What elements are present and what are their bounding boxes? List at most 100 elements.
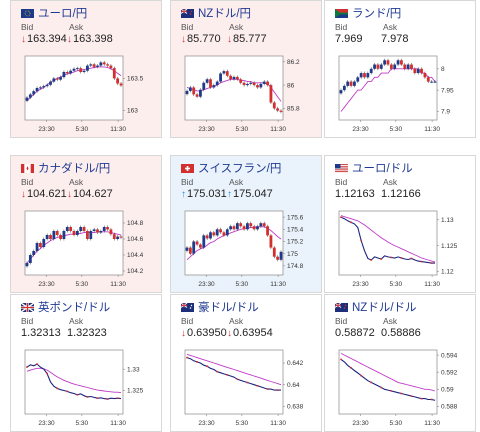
candle xyxy=(266,226,269,236)
flag-ca-icon xyxy=(21,163,34,173)
rate-card-zar-jpy[interactable]: ランド/円 Bid Ask 7.969 7.978 8 7.95 7.9 23:30 5:30 11… xyxy=(324,0,476,138)
candle xyxy=(389,64,393,69)
y-tick-label: 1.12 xyxy=(441,269,454,276)
ask-price: ↓ 0.63954 xyxy=(227,327,273,339)
ask-value: 104.627 xyxy=(73,188,113,200)
candle xyxy=(75,68,79,70)
x-tick-label: 23:30 xyxy=(352,126,369,133)
price-chart[interactable]: 8 7.95 7.9 23:30 5:30 11:30 xyxy=(335,52,465,134)
flag-us-icon xyxy=(335,163,348,173)
candle xyxy=(96,65,99,67)
candle xyxy=(276,108,280,111)
price-point xyxy=(390,390,393,392)
candle xyxy=(45,84,49,87)
candle xyxy=(69,227,73,231)
price-chart[interactable]: 104.8 104.6 104.4 104.2 23:30 5:30 11:30 xyxy=(21,207,151,289)
x-tick-label: 5:30 xyxy=(390,281,403,288)
x-tick-label: 23:30 xyxy=(198,126,215,133)
candle xyxy=(423,73,427,78)
price-chart[interactable]: 0.594 0.592 0.59 0.588 23:30 5:30 11:30 xyxy=(335,346,465,428)
x-tick-label: 5:30 xyxy=(236,126,249,133)
price-point xyxy=(360,374,362,377)
pair-title[interactable]: NZドル/ドル xyxy=(334,299,417,315)
price-chart[interactable]: 1.13 1.125 1.12 23:30 5:30 11:30 xyxy=(335,207,465,289)
candle xyxy=(32,251,36,255)
pair-title[interactable]: 豪ドル/ドル xyxy=(180,299,259,315)
candle xyxy=(49,235,52,239)
bid-price: ↓ 104.621 xyxy=(21,188,67,200)
candle xyxy=(205,235,209,239)
y-tick-label: 0.594 xyxy=(441,352,458,359)
price-chart[interactable]: 163.5 163 23:30 5:30 11:30 xyxy=(21,52,151,134)
rate-card-eur-usd[interactable]: ユーロ/ドル Bid Ask 1.12163 1.12166 1.13 1.125 1.12 2… xyxy=(324,155,476,293)
candle xyxy=(86,231,89,239)
candle xyxy=(215,81,219,86)
price-chart[interactable]: 1.33 1.325 23:30 5:30 11:30 xyxy=(21,346,151,428)
price-point xyxy=(186,356,188,359)
arrow-down-icon: ↓ xyxy=(227,327,232,339)
bid-value: 0.58872 xyxy=(335,327,375,339)
rate-card-aud-usd[interactable]: 豪ドル/ドル Bid Ask ↓ 0.63950 ↓ 0.63954 0.642 0.64 0.6… xyxy=(170,294,322,432)
price-point xyxy=(46,372,48,375)
candle xyxy=(272,102,276,109)
price-point xyxy=(370,259,373,261)
ask-label: Ask xyxy=(229,316,244,326)
rate-card-nzd-jpy[interactable]: NZドル/円 Bid Ask ↓ 85.770 ↓ 85.777 86.2 86 85.8 23:3… xyxy=(170,0,322,138)
rate-card-nzd-usd[interactable]: NZドル/ドル Bid Ask 0.58872 0.58886 0.594 0.592 0.5… xyxy=(324,294,476,432)
pair-title[interactable]: ユーロ/円 xyxy=(21,5,87,21)
candle xyxy=(75,231,79,235)
candle xyxy=(266,81,269,86)
x-tick-label: 11:30 xyxy=(424,126,440,133)
rate-card-cad-jpy[interactable]: カナダドル/円 Bid Ask ↓ 104.621 ↓ 104.627 104.8 104.6 1… xyxy=(10,155,162,293)
bid-price: 0.58872 xyxy=(335,327,375,339)
arrow-down-icon: ↓ xyxy=(181,327,186,339)
y-tick-label: 104.8 xyxy=(127,220,144,227)
chart-svg: 175.6 175.4 175.2 175 174.8 23:30 5:30 11:30 xyxy=(184,210,304,288)
pair-title[interactable]: ユーロ/ドル xyxy=(335,160,413,176)
candle xyxy=(222,232,226,236)
pair-name: カナダドル/円 xyxy=(38,163,111,175)
candle xyxy=(246,223,249,230)
candle xyxy=(112,68,116,79)
candle xyxy=(109,229,113,235)
candle xyxy=(96,229,99,233)
x-tick-label: 5:30 xyxy=(236,420,249,427)
candle xyxy=(119,236,123,238)
price-chart[interactable]: 175.6 175.4 175.2 175 174.8 23:30 5:30 11:30 xyxy=(181,207,311,289)
candle xyxy=(82,227,86,231)
moving-average-line xyxy=(340,352,436,392)
price-point xyxy=(266,388,269,390)
price-chart[interactable]: 0.642 0.64 0.638 23:30 5:30 11:30 xyxy=(181,346,311,428)
rate-card-chf-jpy[interactable]: スイスフラン/円 Bid Ask ↑ 175.031 ↑ 175.047 175.6 175.4… xyxy=(170,155,322,293)
pair-title[interactable]: スイスフラン/円 xyxy=(181,160,281,176)
arrow-up-icon: ↑ xyxy=(227,188,232,200)
candle xyxy=(212,85,216,88)
candle xyxy=(363,73,366,78)
ask-price: 7.978 xyxy=(381,33,409,45)
plot-area xyxy=(24,349,124,415)
candle xyxy=(52,231,56,239)
chart-svg: 104.8 104.6 104.4 104.2 23:30 5:30 11:30 xyxy=(24,210,144,288)
y-tick-label: 86.2 xyxy=(287,59,300,66)
candle xyxy=(99,231,103,233)
price-chart[interactable]: 86.2 86 85.8 23:30 5:30 11:30 xyxy=(181,52,311,134)
x-tick-label: 23:30 xyxy=(198,281,215,288)
pair-title[interactable]: カナダドル/円 xyxy=(21,160,110,176)
price-point xyxy=(106,398,109,400)
pair-title[interactable]: 英ポンド/ドル xyxy=(20,299,110,315)
ask-label: Ask xyxy=(383,316,398,326)
rate-card-gbp-usd[interactable]: 英ポンド/ドル Bid Ask 1.32313 1.32323 1.33 1.325 23:3… xyxy=(10,294,162,432)
y-tick-label: 163.5 xyxy=(127,76,144,83)
pair-title[interactable]: ランド/円 xyxy=(335,5,401,21)
y-tick-label: 174.8 xyxy=(287,263,304,270)
bid-price: 7.969 xyxy=(335,33,363,45)
x-tick-label: 11:30 xyxy=(110,126,126,133)
candle xyxy=(430,81,434,83)
price-point xyxy=(56,387,59,390)
rate-card-eur-jpy[interactable]: ユーロ/円 Bid Ask ↓ 163.394 ↓ 163.398 163.5 163 23:30… xyxy=(10,0,162,138)
pair-title[interactable]: NZドル/円 xyxy=(180,5,251,21)
candle xyxy=(62,72,66,78)
x-tick-label: 5:30 xyxy=(76,281,89,288)
candle xyxy=(416,68,420,74)
ask-label: Ask xyxy=(229,22,244,32)
